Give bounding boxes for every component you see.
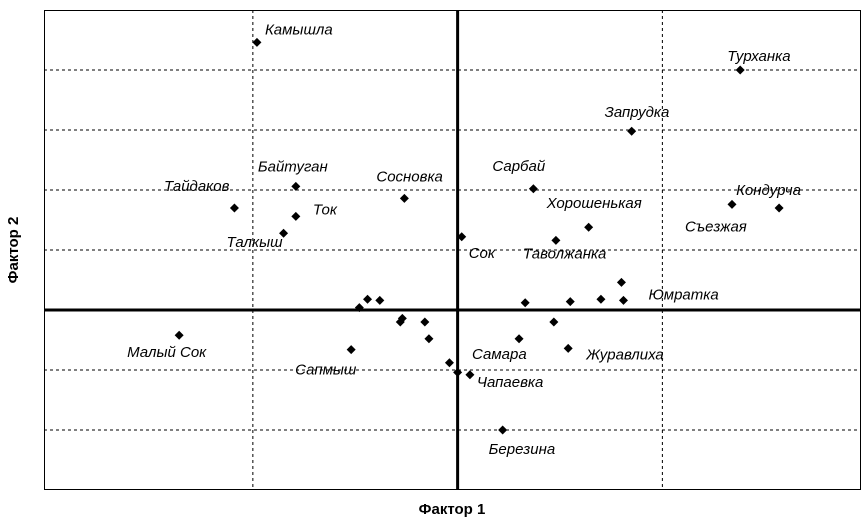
point: [229, 203, 239, 213]
y-axis-label: Фактор 2: [5, 217, 22, 284]
point-label: Самара: [472, 346, 527, 363]
point-label: Запрудка: [605, 104, 670, 121]
point: [465, 370, 475, 380]
point-label: Чапаевка: [477, 374, 543, 391]
point: [399, 193, 409, 203]
point: [453, 367, 463, 377]
point: [584, 222, 594, 232]
point: [563, 343, 573, 353]
point: [735, 65, 745, 75]
point-label: Ток: [313, 201, 338, 218]
point: [279, 228, 289, 238]
point: [514, 334, 524, 344]
point: [291, 211, 301, 221]
point: [616, 277, 626, 287]
point-label: Сарбай: [492, 158, 545, 175]
point-label: Тайдаков: [164, 178, 230, 195]
point-label: Сок: [469, 245, 496, 262]
point: [627, 126, 637, 136]
point-label: Хорошенькая: [546, 195, 642, 212]
point-label: Турханка: [727, 48, 790, 65]
point: [375, 295, 385, 305]
point: [424, 334, 434, 344]
point: [444, 358, 454, 368]
point-label: Съезжая: [685, 218, 747, 235]
point-label: Таволжанка: [523, 245, 607, 262]
point: [174, 330, 184, 340]
point-label: Кондурча: [736, 182, 801, 199]
point: [252, 37, 262, 47]
point: [363, 294, 373, 304]
point-label: Сапмыш: [295, 362, 357, 379]
point: [498, 425, 508, 435]
x-axis-label: Фактор 1: [419, 501, 486, 518]
point: [354, 303, 364, 313]
point: [346, 345, 356, 355]
point-label: Камышла: [265, 21, 333, 38]
point: [457, 232, 467, 242]
point: [291, 181, 301, 191]
point-label: Малый Сок: [127, 344, 207, 361]
point: [528, 184, 538, 194]
point: [618, 295, 628, 305]
point-label: Сосновка: [376, 168, 443, 185]
point-label: Байтуган: [258, 158, 328, 175]
point: [549, 317, 559, 327]
point: [565, 297, 575, 307]
point: [551, 235, 561, 245]
point: [596, 294, 606, 304]
point-label: Березина: [489, 441, 556, 458]
point-label: Талкыш: [227, 234, 284, 251]
point: [727, 199, 737, 209]
point-label: Юмратка: [648, 286, 718, 303]
point-label: Журавлиха: [585, 346, 664, 363]
point: [520, 298, 530, 308]
point: [420, 317, 430, 327]
point: [774, 203, 784, 213]
point: [395, 317, 405, 327]
